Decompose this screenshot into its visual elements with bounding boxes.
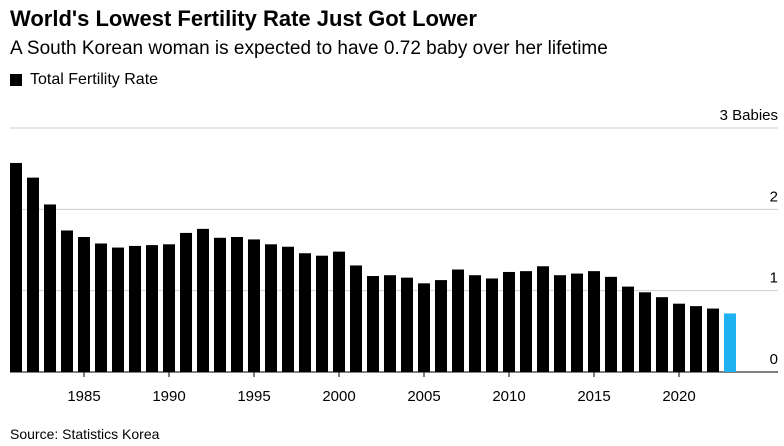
x-tick-label: 1990 — [152, 388, 185, 405]
bar-1988 — [129, 245, 141, 372]
bar-1982 — [27, 177, 39, 372]
bar-2005 — [418, 283, 430, 372]
bar-2021 — [690, 306, 702, 372]
bar-2022 — [707, 308, 719, 372]
bar-2012 — [537, 266, 549, 372]
bar-2008 — [469, 275, 481, 372]
bar-2002 — [367, 276, 379, 372]
bar-1996 — [265, 244, 277, 372]
bar-2014 — [571, 273, 583, 372]
bar-1995 — [248, 239, 260, 372]
bar-2000 — [333, 251, 345, 372]
bar-2009 — [486, 278, 498, 372]
bar-1991 — [180, 232, 192, 372]
x-tick-label: 2010 — [492, 388, 525, 405]
bar-2011 — [520, 271, 532, 372]
legend-label: Total Fertility Rate — [30, 71, 159, 88]
bar-1989 — [146, 245, 158, 372]
chart-subtitle: A South Korean woman is expected to have… — [10, 38, 608, 59]
bar-2020 — [673, 303, 685, 372]
bar-1983 — [44, 204, 56, 372]
chart-title: World's Lowest Fertility Rate Just Got L… — [10, 6, 477, 31]
bar-2017 — [622, 286, 634, 372]
bar-2006 — [435, 280, 447, 372]
bar-1998 — [299, 253, 311, 372]
y-tick-label: 3 Babies — [720, 107, 778, 124]
bar-1994 — [231, 236, 243, 372]
bar-2019 — [656, 297, 668, 372]
source-note: Source: Statistics Korea — [10, 426, 160, 442]
bar-1985 — [78, 236, 90, 372]
bar-2001 — [350, 265, 362, 372]
bar-1987 — [112, 247, 124, 372]
x-tick-label: 1985 — [67, 388, 100, 405]
bar-2018 — [639, 292, 651, 372]
bar-1992 — [197, 228, 209, 372]
legend-swatch — [10, 74, 22, 86]
bar-2004 — [401, 277, 413, 372]
x-tick-label: 2000 — [322, 388, 355, 405]
bar-1999 — [316, 255, 328, 372]
x-tick-label: 2015 — [577, 388, 610, 405]
bar-1997 — [282, 246, 294, 372]
x-tick-label: 1995 — [237, 388, 270, 405]
bar-2015 — [588, 271, 600, 372]
bar-1981 — [10, 162, 22, 372]
bar-2003 — [384, 275, 396, 372]
bar-2013 — [554, 275, 566, 372]
bar-1984 — [61, 230, 73, 372]
bar-2023 — [724, 313, 736, 372]
x-tick-label: 2005 — [407, 388, 440, 405]
chart-legend: Total Fertility Rate — [10, 71, 158, 89]
bar-1990 — [163, 244, 175, 372]
y-tick-label: 1 — [770, 270, 778, 287]
bar-2010 — [503, 271, 515, 372]
y-tick-label: 2 — [770, 188, 778, 205]
bar-2016 — [605, 276, 617, 372]
bar-1993 — [214, 237, 226, 372]
x-tick-label: 2020 — [662, 388, 695, 405]
y-tick-label: 0 — [770, 351, 778, 368]
bar-2007 — [452, 269, 464, 372]
bar-1986 — [95, 243, 107, 372]
